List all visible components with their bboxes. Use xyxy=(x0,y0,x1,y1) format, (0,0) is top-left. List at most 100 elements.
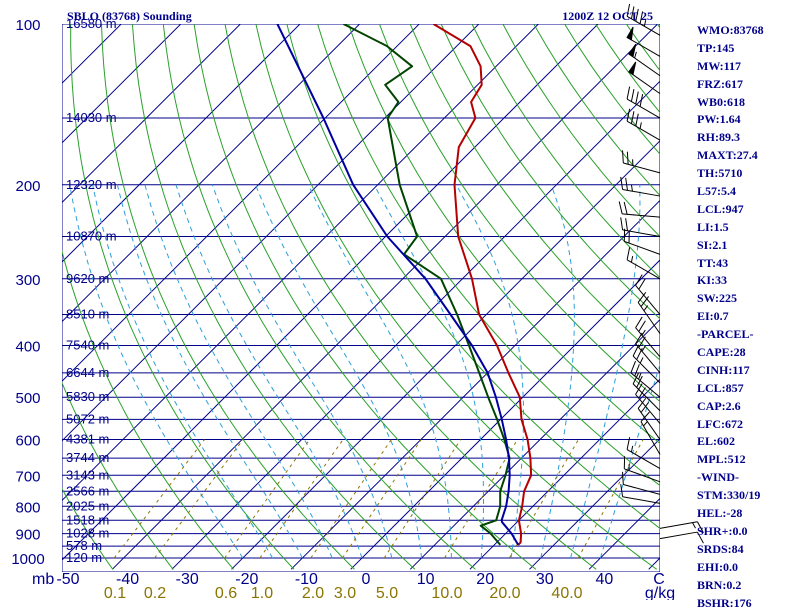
pressure-label: 800 xyxy=(15,499,40,516)
height-label: 6644 m xyxy=(66,365,109,380)
index-item: SHR+:0.0 xyxy=(697,523,800,541)
mixing-ratio-line xyxy=(114,440,204,558)
index-item: SI:2.1 xyxy=(697,237,800,255)
wind-barb-shaft xyxy=(623,189,660,196)
index-item: RH:89.3 xyxy=(697,129,800,147)
wind-barb-flag xyxy=(641,402,649,412)
mixing-ratio-tick-label: 20.0 xyxy=(489,585,520,600)
wind-barb-flag xyxy=(639,321,646,332)
wind-barb-flag xyxy=(621,217,623,230)
index-item: TP:145 xyxy=(697,40,800,58)
index-item: FRZ:617 xyxy=(697,76,800,94)
moist-adiabat-line xyxy=(117,185,302,558)
index-item: WMO:83768 xyxy=(697,22,800,40)
moist-adiabat-line xyxy=(456,185,523,558)
height-label: 12320 m xyxy=(66,177,117,192)
index-item: HEL:-28 xyxy=(697,505,800,523)
index-item: CAPE:28 xyxy=(697,344,800,362)
mixing-ratio-line xyxy=(342,440,421,558)
wind-barb-pennant xyxy=(629,62,636,75)
wind-barb-flag xyxy=(627,152,628,165)
wind-barb-shaft xyxy=(636,285,660,314)
height-label: 14030 m xyxy=(66,110,117,125)
height-label: 7540 m xyxy=(66,338,109,353)
wind-barb xyxy=(629,62,660,94)
mixing-ratio-tick-label: 5.0 xyxy=(376,585,398,600)
index-item: -WIND- xyxy=(697,469,800,487)
wind-barb-half-flag xyxy=(692,523,695,529)
height-label: 2025 m xyxy=(66,498,109,513)
index-item: MW:117 xyxy=(697,58,800,76)
dry-adiabat-line xyxy=(225,24,596,569)
height-label: 5830 m xyxy=(66,389,109,404)
index-item: EHI:0.0 xyxy=(697,559,800,577)
index-item: CINH:117 xyxy=(697,362,800,380)
chart-title: SBLO (83768) Sounding xyxy=(67,9,192,23)
pressure-label: 500 xyxy=(15,390,40,407)
index-item: MAXT:27.4 xyxy=(697,147,800,165)
chart-grid xyxy=(0,12,800,572)
sounding-profiles xyxy=(277,24,531,545)
wind-barbs xyxy=(619,4,703,543)
index-item: BRN:0.2 xyxy=(697,577,800,595)
isotherm-line xyxy=(0,12,252,569)
height-label: 3744 m xyxy=(66,450,109,465)
index-item: BSHR:176 xyxy=(697,595,800,612)
wind-barb-flag xyxy=(626,218,628,231)
moist-adiabat-line xyxy=(541,185,575,558)
wind-barb-half-flag xyxy=(644,421,648,426)
temperature-tick-label: -50 xyxy=(56,571,79,588)
index-item: EI:0.7 xyxy=(697,308,800,326)
wind-barb-flag xyxy=(638,292,646,302)
wind-barb-flag xyxy=(636,317,643,328)
moist-adiabat-line xyxy=(176,185,362,558)
wind-barb-flag xyxy=(627,247,630,259)
index-item: LI:1.5 xyxy=(697,219,800,237)
wind-barb-flag xyxy=(636,275,643,286)
height-label: 2566 m xyxy=(66,483,109,498)
height-label: 10870 m xyxy=(66,228,117,243)
index-item: STM:330/19 xyxy=(697,487,800,505)
wind-barb-shaft xyxy=(623,485,660,495)
wind-barb-flag xyxy=(619,202,622,214)
wind-barb-half-flag xyxy=(631,446,632,452)
mixing-ratio-line xyxy=(260,440,343,558)
pressure-label: 600 xyxy=(15,433,40,450)
isotherm-line xyxy=(172,12,729,569)
wind-barb-shaft xyxy=(660,532,697,539)
index-item: LCL:857 xyxy=(697,380,800,398)
index-item: CAP:2.6 xyxy=(697,398,800,416)
mixing-ratio-tick-label: 0.2 xyxy=(144,585,166,600)
dry-adiabat-line xyxy=(194,24,536,569)
index-item: KI:33 xyxy=(697,272,800,290)
isotherm-line xyxy=(0,12,312,569)
height-label: 8510 m xyxy=(66,307,109,322)
height-label: 3143 m xyxy=(66,467,109,482)
height-label: 9620 m xyxy=(66,271,109,286)
wind-barb-flag xyxy=(636,114,639,126)
wind-barb-shaft xyxy=(623,497,660,504)
index-item: TT:43 xyxy=(697,255,800,273)
valid-time: 1200Z 12 OCT 25 xyxy=(562,9,653,23)
wind-barb-flag xyxy=(631,361,636,373)
height-label: 4381 m xyxy=(66,432,109,447)
mixing-ratio-unit-label: g/kg xyxy=(645,585,675,600)
pressure-label: 300 xyxy=(15,272,40,289)
wind-barb-shaft xyxy=(627,121,660,140)
wind-barb xyxy=(621,484,660,503)
wind-barb-shaft xyxy=(660,522,697,529)
wind-barb-flag xyxy=(623,472,624,485)
index-item: WB0:618 xyxy=(697,94,800,112)
wind-barb-flag xyxy=(623,150,624,163)
wind-barb-flag xyxy=(627,87,630,99)
wind-barb-flag xyxy=(636,384,643,395)
moist-adiabat-line xyxy=(256,185,422,558)
wind-barb-half-flag xyxy=(644,306,648,311)
mixing-ratio-tick-label: 3.0 xyxy=(334,585,356,600)
moist-adiabat-line xyxy=(571,185,640,558)
wind-barb-flag xyxy=(633,345,639,356)
plot-border xyxy=(62,24,660,572)
mixing-ratio-tick-label: 1.0 xyxy=(251,585,273,600)
